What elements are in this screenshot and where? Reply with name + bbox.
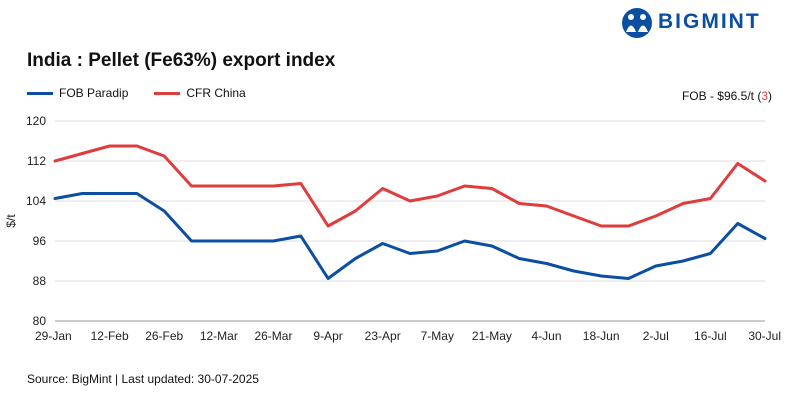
x-tick-label: 7-May — [421, 329, 454, 343]
y-tick-label: 96 — [33, 234, 47, 248]
people-circle-icon — [622, 8, 652, 38]
x-tick-label: 4-Jun — [532, 329, 562, 343]
series-line-cfr-china — [53, 144, 767, 228]
x-tick-label: 9-Apr — [313, 329, 342, 343]
legend-item: FOB Paradip — [27, 86, 128, 100]
y-tick-label: 88 — [33, 274, 47, 288]
x-tick-label: 12-Mar — [200, 329, 238, 343]
chart-legend: FOB Paradip CFR China — [27, 86, 246, 100]
y-tick-label: 104 — [26, 194, 46, 208]
legend-item: CFR China — [154, 86, 246, 100]
legend-swatch — [154, 91, 181, 95]
fob-note-prefix: FOB - $96.5/t ( — [681, 89, 762, 103]
source-note: Source: BigMint | Last updated: 30-07-20… — [27, 372, 259, 386]
x-tick-label: 26-Feb — [145, 329, 183, 343]
chart-title: India : Pellet (Fe63%) export index — [27, 50, 336, 71]
x-tick-label: 26-Mar — [254, 329, 292, 343]
y-tick-label: 120 — [26, 114, 46, 128]
legend-swatch — [27, 91, 53, 95]
x-tick-label: 29-Jan — [35, 329, 72, 343]
x-tick-label: 21-May — [472, 329, 512, 343]
x-tick-label: 12-Feb — [91, 329, 129, 343]
brand-logo: BIGMINT — [620, 6, 780, 40]
x-tick-label: 2-Jul — [643, 329, 669, 343]
fob-note-suffix: ) — [768, 89, 772, 103]
fob-note: FOB - $96.5/t (3) — [682, 89, 772, 103]
y-tick-label: 80 — [33, 314, 47, 328]
y-axis-label: $/t — [4, 214, 18, 228]
x-tick-label: 16-Jul — [694, 329, 727, 343]
legend-label: CFR China — [186, 86, 246, 100]
y-tick-label: 112 — [27, 154, 46, 168]
series-line-fob-paradip — [53, 192, 767, 280]
brand-name: BIGMINT — [658, 10, 761, 33]
x-tick-label: 23-Apr — [365, 329, 401, 343]
legend-label: FOB Paradip — [59, 86, 129, 100]
x-tick-label: 30-Jul — [748, 329, 781, 343]
x-tick-label: 18-Jun — [583, 329, 620, 343]
fob-note-count: 3 — [761, 89, 768, 103]
